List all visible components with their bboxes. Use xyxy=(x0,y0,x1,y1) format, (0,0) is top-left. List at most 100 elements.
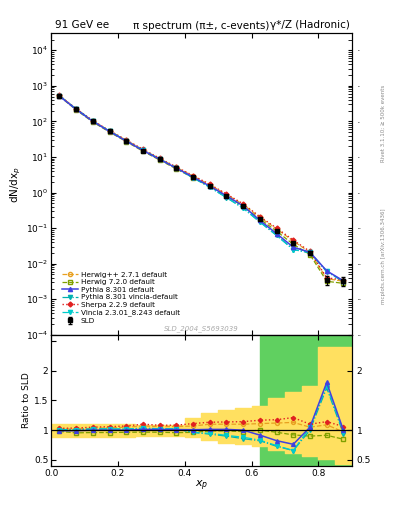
Legend: Herwig++ 2.7.1 default, Herwig 7.2.0 default, Pythia 8.301 default, Pythia 8.301: Herwig++ 2.7.1 default, Herwig 7.2.0 def… xyxy=(61,270,182,325)
Pythia 8.301 default xyxy=(224,193,229,199)
Y-axis label: dN/dx$_p$: dN/dx$_p$ xyxy=(9,165,23,203)
Pythia 8.301 default xyxy=(241,203,246,209)
Line: Sherpa 2.2.9 default: Sherpa 2.2.9 default xyxy=(58,94,345,282)
Text: mcplots.cern.ch [arXiv:1306.3436]: mcplots.cern.ch [arXiv:1306.3436] xyxy=(381,208,386,304)
Line: Vincia 2.3.01_8.243 default: Vincia 2.3.01_8.243 default xyxy=(57,94,345,283)
Line: Pythia 8.301 vincia-default: Pythia 8.301 vincia-default xyxy=(57,94,345,284)
Vincia 2.3.01_8.243 default xyxy=(107,128,112,134)
Herwig 7.2.0 default xyxy=(191,175,195,181)
Herwig 7.2.0 default xyxy=(341,280,346,286)
Sherpa 2.2.9 default xyxy=(124,137,129,143)
Herwig++ 2.7.1 default xyxy=(57,93,62,99)
Herwig++ 2.7.1 default xyxy=(324,275,329,282)
Pythia 8.301 default xyxy=(157,156,162,162)
Text: 91 GeV ee: 91 GeV ee xyxy=(55,19,109,30)
Sherpa 2.2.9 default xyxy=(141,146,145,152)
Pythia 8.301 default xyxy=(191,174,195,180)
Y-axis label: Ratio to SLD: Ratio to SLD xyxy=(22,373,31,428)
Line: Herwig++ 2.7.1 default: Herwig++ 2.7.1 default xyxy=(57,94,345,283)
Vincia 2.3.01_8.243 default xyxy=(174,165,179,171)
Pythia 8.301 vincia-default xyxy=(341,279,346,285)
Herwig 7.2.0 default xyxy=(74,107,79,113)
Pythia 8.301 default xyxy=(274,230,279,237)
Herwig 7.2.0 default xyxy=(224,193,229,199)
Vincia 2.3.01_8.243 default xyxy=(341,278,346,284)
Vincia 2.3.01_8.243 default xyxy=(274,232,279,238)
Pythia 8.301 default xyxy=(174,165,179,171)
Pythia 8.301 vincia-default xyxy=(208,184,212,190)
Pythia 8.301 vincia-default xyxy=(90,118,95,124)
Herwig 7.2.0 default xyxy=(124,139,129,145)
Pythia 8.301 vincia-default xyxy=(157,156,162,162)
Pythia 8.301 vincia-default xyxy=(274,232,279,239)
Sherpa 2.2.9 default xyxy=(224,191,229,197)
Vincia 2.3.01_8.243 default xyxy=(324,268,329,274)
Title: π spectrum (π±, c-events): π spectrum (π±, c-events) xyxy=(133,21,270,31)
Herwig 7.2.0 default xyxy=(291,241,296,247)
Pythia 8.301 default xyxy=(291,244,296,250)
Herwig++ 2.7.1 default xyxy=(341,278,346,284)
Herwig++ 2.7.1 default xyxy=(191,173,195,179)
Vincia 2.3.01_8.243 default xyxy=(141,147,145,153)
Herwig++ 2.7.1 default xyxy=(274,226,279,232)
Pythia 8.301 vincia-default xyxy=(174,165,179,171)
Vincia 2.3.01_8.243 default xyxy=(74,106,79,112)
Pythia 8.301 vincia-default xyxy=(224,195,229,201)
X-axis label: $x_p$: $x_p$ xyxy=(195,479,208,494)
Line: Pythia 8.301 default: Pythia 8.301 default xyxy=(57,94,345,283)
Herwig 7.2.0 default xyxy=(141,148,145,154)
Vincia 2.3.01_8.243 default xyxy=(90,118,95,124)
Pythia 8.301 vincia-default xyxy=(107,128,112,134)
Sherpa 2.2.9 default xyxy=(308,248,312,254)
Pythia 8.301 vincia-default xyxy=(141,147,145,153)
Vincia 2.3.01_8.243 default xyxy=(57,93,62,99)
Line: Herwig 7.2.0 default: Herwig 7.2.0 default xyxy=(57,94,345,285)
Pythia 8.301 vincia-default xyxy=(257,219,262,225)
Herwig++ 2.7.1 default xyxy=(257,215,262,221)
Sherpa 2.2.9 default xyxy=(257,214,262,220)
Herwig++ 2.7.1 default xyxy=(141,146,145,153)
Sherpa 2.2.9 default xyxy=(208,181,212,187)
Herwig++ 2.7.1 default xyxy=(124,137,129,143)
Pythia 8.301 vincia-default xyxy=(291,246,296,252)
Herwig 7.2.0 default xyxy=(257,216,262,222)
Pythia 8.301 default xyxy=(324,268,329,274)
Sherpa 2.2.9 default xyxy=(191,173,195,179)
Text: γ*/Z (Hadronic): γ*/Z (Hadronic) xyxy=(270,19,350,30)
Sherpa 2.2.9 default xyxy=(324,275,329,281)
Sherpa 2.2.9 default xyxy=(291,237,296,243)
Pythia 8.301 vincia-default xyxy=(241,205,246,211)
Vincia 2.3.01_8.243 default xyxy=(191,175,195,181)
Pythia 8.301 default xyxy=(308,249,312,255)
Herwig++ 2.7.1 default xyxy=(107,128,112,134)
Herwig 7.2.0 default xyxy=(157,157,162,163)
Sherpa 2.2.9 default xyxy=(157,155,162,161)
Vincia 2.3.01_8.243 default xyxy=(291,246,296,252)
Sherpa 2.2.9 default xyxy=(74,105,79,112)
Pythia 8.301 default xyxy=(141,147,145,154)
Pythia 8.301 default xyxy=(257,217,262,223)
Sherpa 2.2.9 default xyxy=(57,92,62,98)
Herwig++ 2.7.1 default xyxy=(74,106,79,112)
Herwig++ 2.7.1 default xyxy=(291,238,296,244)
Text: Rivet 3.1.10; ≥ 500k events: Rivet 3.1.10; ≥ 500k events xyxy=(381,84,386,161)
Pythia 8.301 default xyxy=(57,93,62,99)
Herwig++ 2.7.1 default xyxy=(224,191,229,198)
Herwig 7.2.0 default xyxy=(241,203,246,209)
Vincia 2.3.01_8.243 default xyxy=(157,156,162,162)
Pythia 8.301 default xyxy=(124,138,129,144)
Pythia 8.301 default xyxy=(208,183,212,189)
Herwig 7.2.0 default xyxy=(90,119,95,125)
Herwig++ 2.7.1 default xyxy=(208,182,212,188)
Vincia 2.3.01_8.243 default xyxy=(224,195,229,201)
Pythia 8.301 vincia-default xyxy=(308,250,312,256)
Pythia 8.301 vincia-default xyxy=(191,175,195,181)
Pythia 8.301 default xyxy=(90,118,95,124)
Vincia 2.3.01_8.243 default xyxy=(257,219,262,225)
Sherpa 2.2.9 default xyxy=(90,118,95,124)
Herwig 7.2.0 default xyxy=(208,183,212,189)
Herwig 7.2.0 default xyxy=(324,278,329,284)
Vincia 2.3.01_8.243 default xyxy=(124,138,129,144)
Sherpa 2.2.9 default xyxy=(241,201,246,207)
Vincia 2.3.01_8.243 default xyxy=(308,249,312,255)
